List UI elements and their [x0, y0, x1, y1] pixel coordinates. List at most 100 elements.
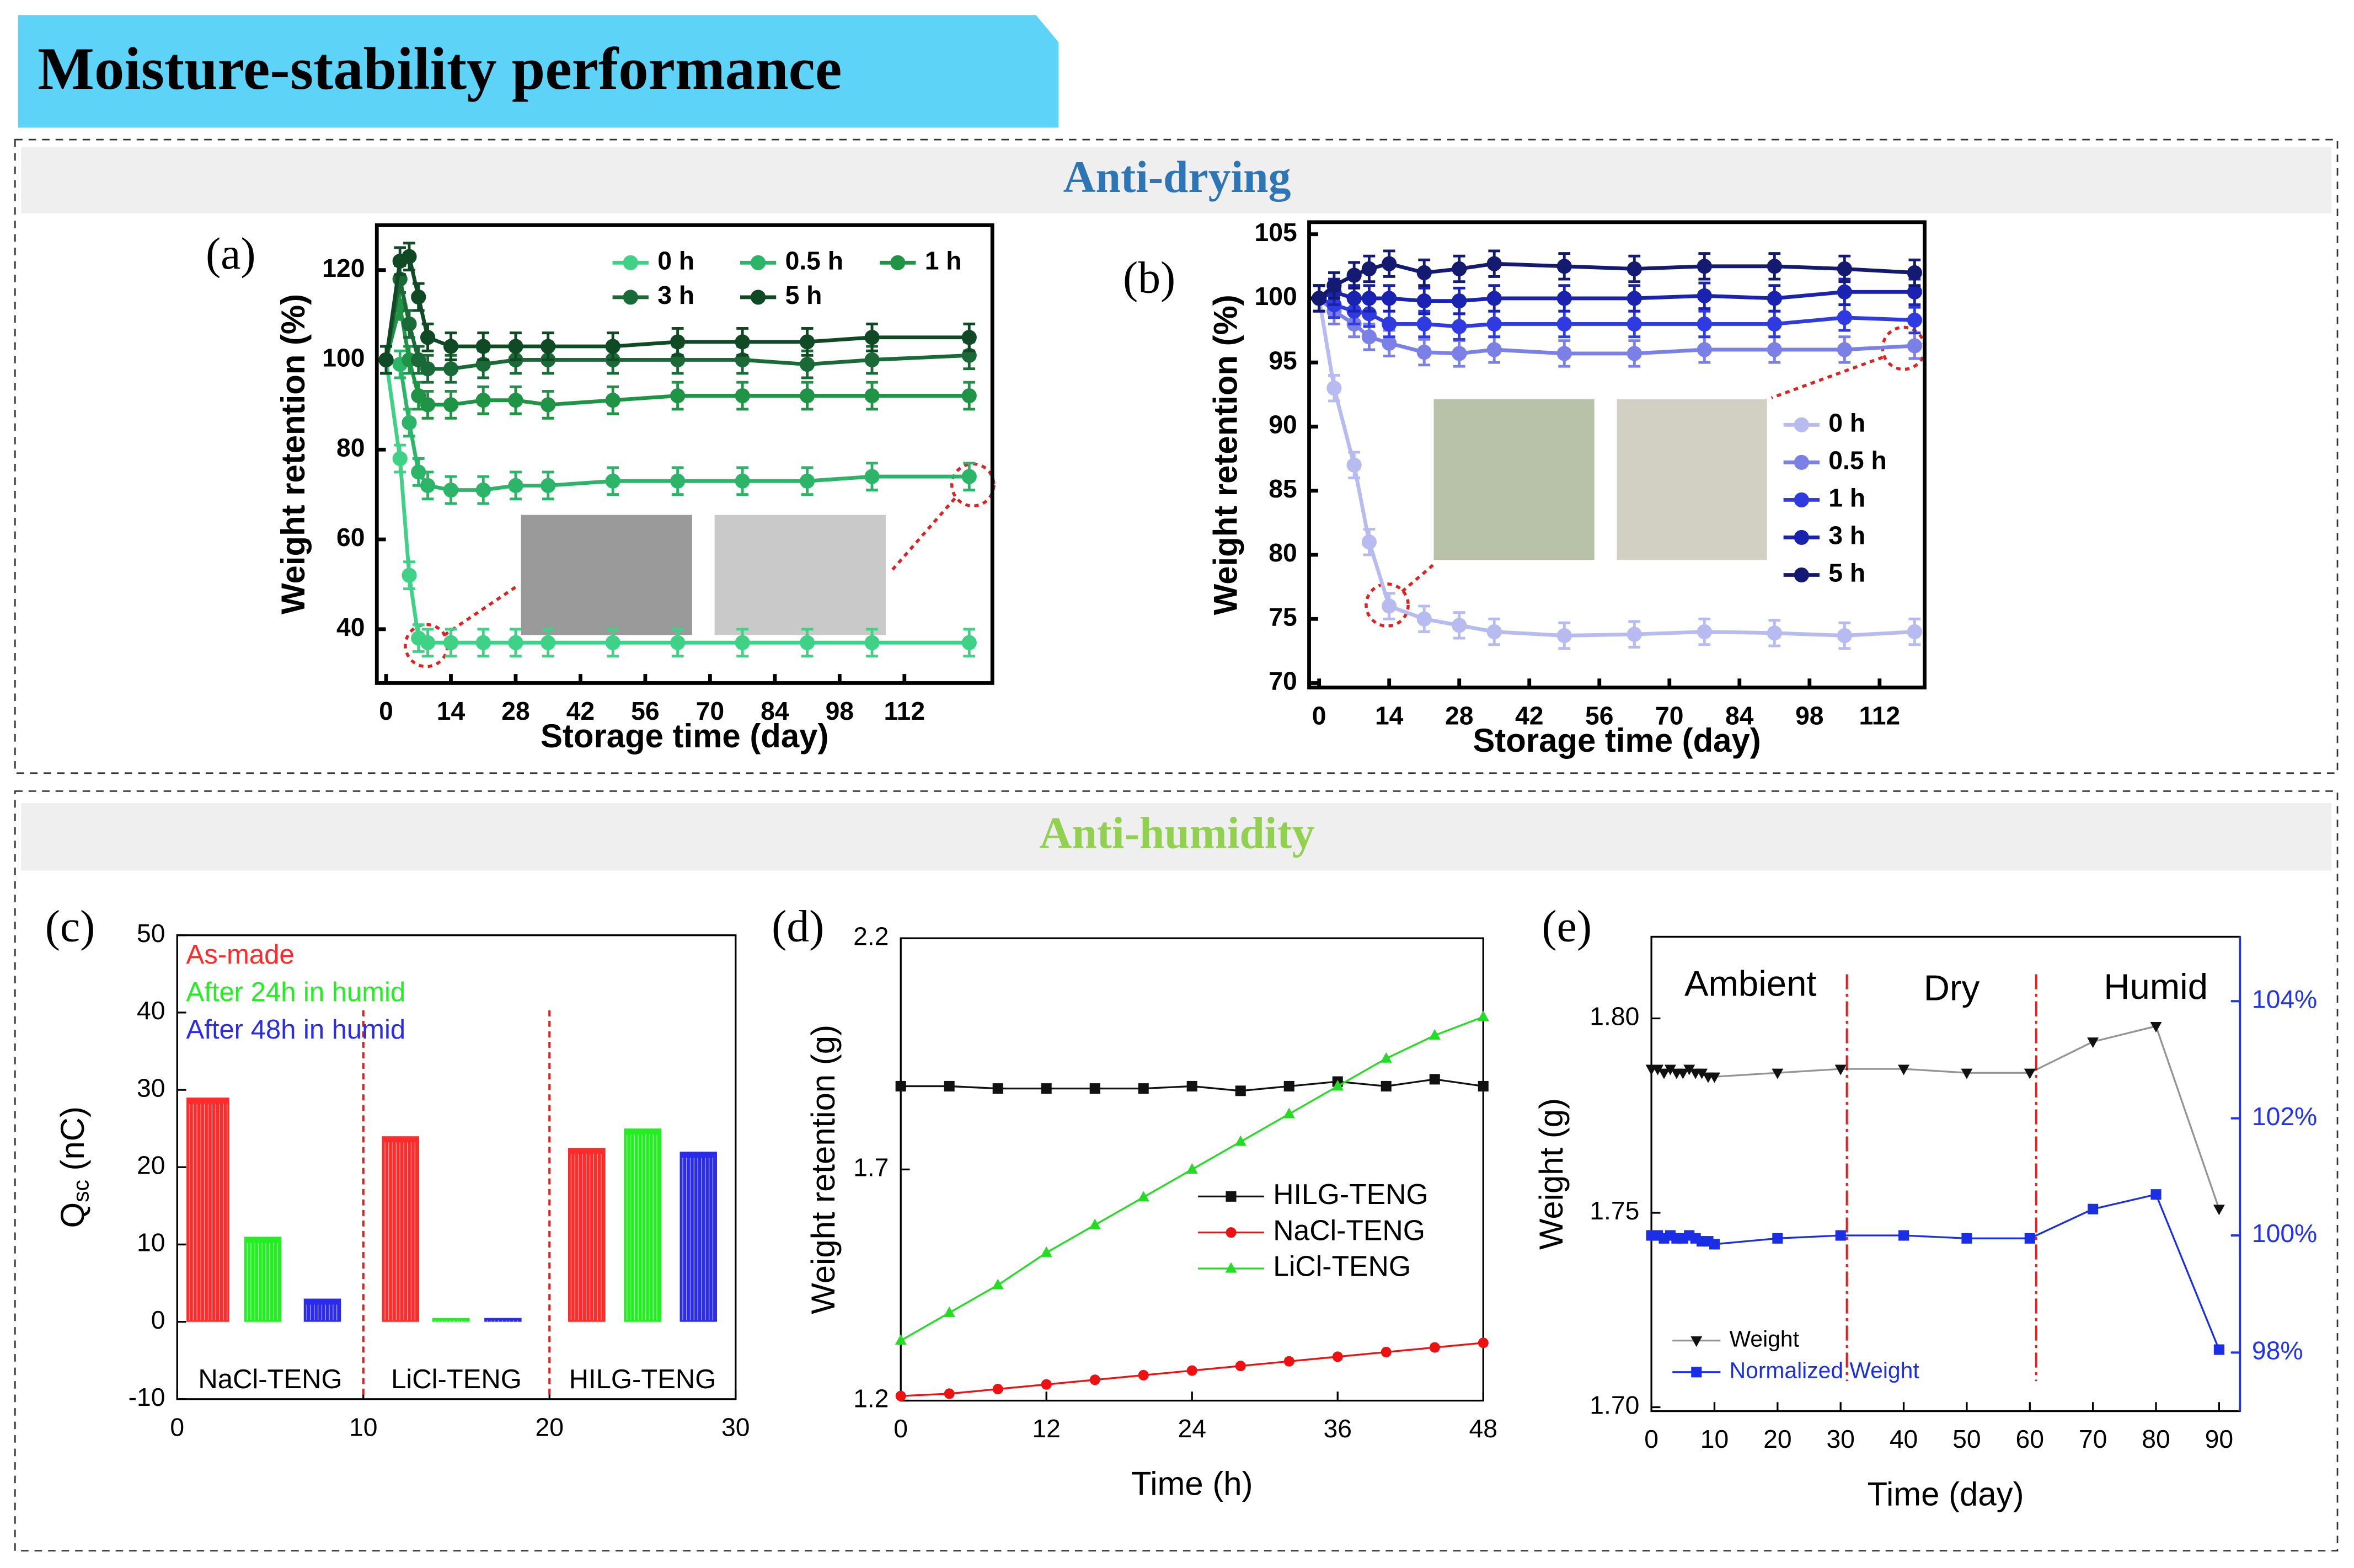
panel-label: (b): [1123, 252, 1175, 302]
x-tick-label: 112: [884, 697, 925, 725]
marker: [670, 334, 686, 350]
marker: [1235, 1361, 1246, 1372]
marker: [402, 316, 417, 331]
inset-photo: [1433, 399, 1595, 560]
marker: [799, 388, 815, 404]
marker: [1382, 316, 1397, 332]
marker: [420, 478, 436, 493]
x-tick-label: 112: [1859, 701, 1901, 730]
marker: [1697, 342, 1712, 357]
marker: [1186, 1163, 1198, 1174]
marker: [1767, 625, 1782, 641]
legend-label: LiCl-TENG: [1273, 1250, 1411, 1282]
marker: [1627, 627, 1642, 642]
marker: [1486, 316, 1502, 332]
marker: [1452, 319, 1467, 334]
marker: [508, 478, 523, 493]
marker: [605, 635, 620, 650]
marker: [420, 361, 436, 377]
x-tick-label: 98: [826, 697, 854, 725]
marker: [605, 339, 620, 354]
y-tick-label: 30: [137, 1073, 165, 1102]
marker: [735, 635, 750, 650]
legend-label: 1 h: [925, 247, 962, 275]
marker: [1283, 1080, 1294, 1091]
marker: [1089, 1218, 1101, 1229]
marker: [1677, 1068, 1689, 1079]
marker: [1478, 1080, 1489, 1091]
y-axis-label: Qsc (nC): [54, 1106, 94, 1228]
y-tick-label: 2.2: [853, 922, 889, 950]
marker: [992, 1083, 1003, 1094]
y2-tick-label: 98%: [2252, 1336, 2303, 1365]
marker: [1326, 278, 1342, 293]
legend-label: 0 h: [657, 247, 694, 275]
marker: [1138, 1083, 1149, 1094]
marker: [1452, 346, 1467, 361]
marker: [2150, 1021, 2162, 1033]
marker: [1326, 381, 1342, 396]
marker: [1416, 265, 1432, 281]
series-line: [1651, 1025, 2220, 1210]
page-title: Moisture-stability performance: [38, 35, 842, 102]
y-axis-label-part: (nC): [54, 1106, 91, 1180]
x-axis-label: Time (h): [1131, 1465, 1253, 1502]
marker: [541, 339, 556, 354]
plot-frame: [1307, 220, 1927, 690]
legend-label: 0.5 h: [1828, 446, 1886, 475]
marker: [392, 451, 408, 467]
marker: [1627, 346, 1642, 361]
y-tick-label: 40: [137, 996, 165, 1025]
x-tick-label: 24: [1178, 1414, 1206, 1443]
y-tick-label: 40: [336, 613, 365, 641]
signal-block: [303, 1298, 341, 1322]
section-frame: [14, 790, 2339, 1552]
y-tick-label: 85: [1269, 474, 1297, 503]
section-title: Anti-drying: [1063, 152, 1291, 202]
y-tick-label: 60: [336, 523, 365, 552]
marker: [1477, 1010, 1489, 1021]
marker: [2088, 1203, 2099, 1214]
marker: [799, 334, 815, 350]
highlight-circle: [1365, 582, 1410, 628]
y-tick-label: 100: [1255, 282, 1297, 311]
marker: [1452, 618, 1467, 633]
marker: [443, 361, 459, 377]
marker: [508, 635, 523, 650]
marker: [1767, 316, 1782, 332]
group-label: HILG-TENG: [569, 1364, 716, 1394]
marker: [1089, 1374, 1100, 1385]
signal-block: [432, 1318, 470, 1322]
marker: [1089, 1083, 1100, 1094]
marker: [1429, 1342, 1440, 1353]
legend-label: 1 h: [1828, 484, 1865, 512]
marker: [1138, 1369, 1149, 1380]
marker: [1794, 417, 1809, 432]
marker: [1041, 1083, 1052, 1094]
section-band: [21, 147, 2332, 213]
marker: [1691, 1367, 1702, 1378]
x-tick-label: 20: [536, 1412, 564, 1441]
marker: [1361, 329, 1377, 345]
marker: [1556, 316, 1572, 332]
x-tick-label: 42: [1515, 701, 1543, 730]
marker: [1186, 1365, 1197, 1376]
marker: [2150, 1189, 2162, 1200]
marker: [1382, 335, 1397, 351]
legend-label: After 24h in humid: [186, 977, 406, 1007]
x-tick-label: 80: [2142, 1425, 2170, 1453]
y-tick-label: 105: [1255, 218, 1297, 247]
marker: [750, 290, 766, 305]
marker: [961, 469, 977, 484]
marker: [1627, 261, 1642, 277]
y-tick-label: 10: [137, 1228, 165, 1257]
marker: [1040, 1246, 1052, 1257]
marker: [1380, 1052, 1392, 1063]
annotation: Dry: [1924, 968, 1980, 1008]
x-tick-label: 0: [894, 1414, 908, 1443]
y-tick-label: 1.75: [1590, 1196, 1639, 1225]
x-tick-label: 70: [696, 697, 724, 725]
legend-label: 3 h: [657, 281, 694, 309]
marker: [1794, 529, 1809, 545]
